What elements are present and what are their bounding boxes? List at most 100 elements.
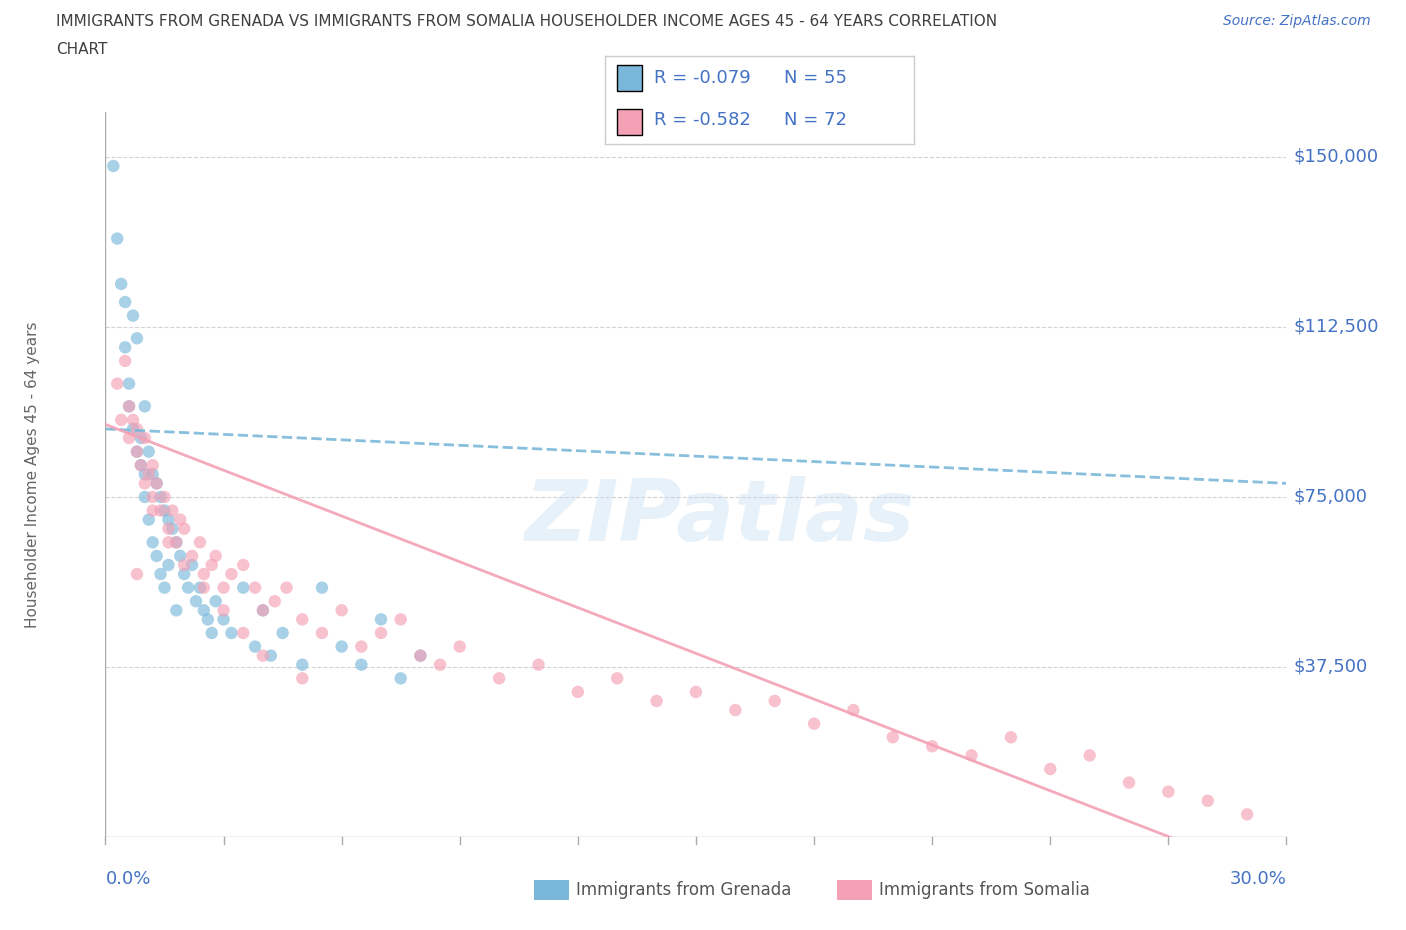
Point (134, 467, 156, 482)
Text: $37,500: $37,500 (1294, 658, 1368, 676)
Point (125, 445, 148, 459)
Point (181, 549, 204, 564)
Point (153, 503, 176, 518)
Point (201, 626, 224, 641)
Point (243, 580, 266, 595)
Point (118, 399, 141, 414)
Point (110, 276, 132, 291)
Point (138, 467, 160, 482)
Point (173, 558, 195, 573)
Point (173, 566, 195, 581)
Point (204, 594, 226, 609)
Point (114, 353, 136, 368)
Point (149, 566, 172, 581)
Point (449, 639, 471, 654)
Point (118, 431, 141, 445)
Point (311, 626, 333, 641)
Point (212, 580, 235, 595)
Text: Immigrants from Somalia: Immigrants from Somalia (879, 881, 1090, 899)
Point (177, 580, 200, 595)
Point (193, 603, 215, 618)
Point (232, 580, 254, 595)
Point (330, 639, 353, 654)
Point (429, 658, 451, 672)
Point (252, 603, 274, 618)
Point (204, 549, 226, 564)
Point (114, 340, 136, 355)
Point (122, 308, 145, 323)
Point (134, 399, 156, 414)
Point (330, 603, 353, 618)
Point (157, 535, 180, 550)
Point (527, 658, 550, 672)
Text: $112,500: $112,500 (1294, 318, 1379, 336)
Point (1236, 807, 1258, 822)
Point (145, 549, 167, 564)
Point (169, 549, 191, 564)
Point (803, 716, 825, 731)
Point (291, 671, 314, 685)
Point (882, 730, 904, 745)
Point (114, 295, 136, 310)
Point (197, 612, 219, 627)
Point (291, 612, 314, 627)
Point (134, 476, 156, 491)
Point (105, 232, 128, 246)
Point (488, 671, 510, 685)
Text: 30.0%: 30.0% (1230, 870, 1286, 887)
Point (142, 503, 165, 518)
Point (645, 694, 668, 709)
Point (243, 639, 266, 654)
Point (311, 580, 333, 595)
Point (409, 648, 432, 663)
Text: Immigrants from Grenada: Immigrants from Grenada (576, 881, 792, 899)
Point (125, 566, 148, 581)
Point (193, 580, 215, 595)
Point (165, 535, 187, 550)
Text: R = -0.079: R = -0.079 (654, 69, 751, 86)
Point (105, 376, 128, 391)
Point (138, 445, 160, 459)
Point (921, 738, 943, 753)
Point (1039, 762, 1062, 777)
Text: 0.0%: 0.0% (105, 870, 150, 887)
Point (252, 603, 274, 618)
Point (153, 580, 176, 595)
Point (162, 503, 184, 518)
Point (212, 612, 235, 627)
Point (122, 421, 145, 436)
Point (232, 626, 254, 641)
Point (173, 521, 195, 536)
Point (763, 694, 786, 709)
Point (350, 639, 373, 654)
Point (201, 558, 224, 573)
Point (157, 512, 180, 527)
Point (153, 489, 176, 504)
Point (370, 612, 392, 627)
Point (1000, 730, 1022, 745)
Point (291, 658, 314, 672)
Point (1197, 793, 1219, 808)
Point (142, 467, 165, 482)
Point (165, 603, 187, 618)
Point (567, 684, 589, 699)
Point (181, 558, 204, 573)
Point (1078, 748, 1101, 763)
Point (370, 626, 392, 641)
Point (142, 535, 165, 550)
Point (221, 626, 243, 641)
Point (960, 748, 983, 763)
Point (125, 421, 148, 436)
Point (409, 648, 432, 663)
Text: CHART: CHART (56, 42, 108, 57)
Text: Source: ZipAtlas.com: Source: ZipAtlas.com (1223, 14, 1371, 28)
Point (118, 376, 141, 391)
Point (103, 158, 125, 173)
Text: $75,000: $75,000 (1294, 488, 1368, 506)
Point (232, 558, 254, 573)
Point (129, 458, 152, 472)
FancyBboxPatch shape (617, 65, 641, 91)
Text: N = 72: N = 72 (785, 112, 846, 129)
Point (110, 413, 132, 428)
Point (129, 431, 152, 445)
